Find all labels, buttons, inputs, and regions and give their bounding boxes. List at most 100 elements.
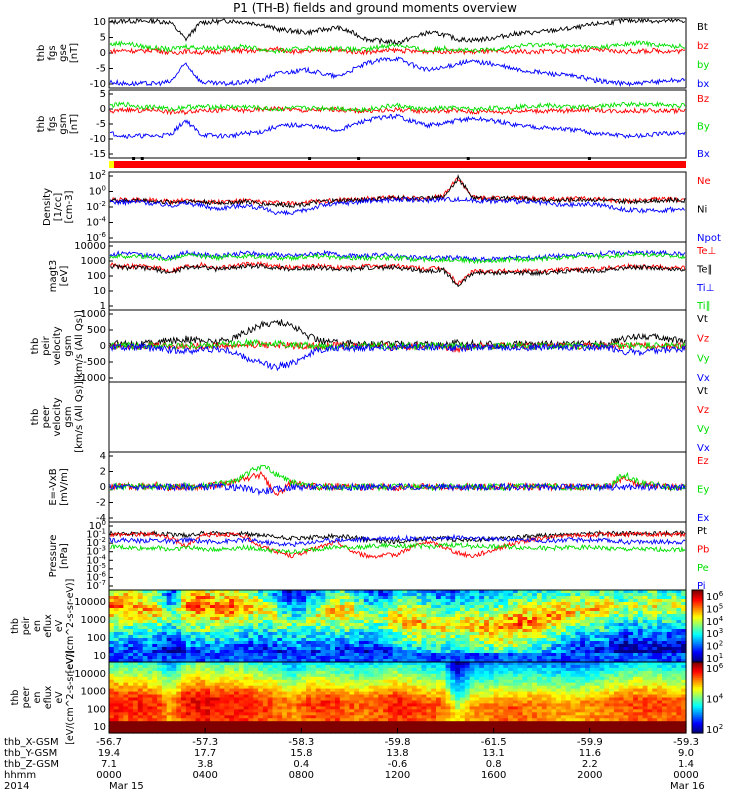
spectrogram-cell — [575, 632, 581, 636]
spectrogram-cell — [157, 703, 163, 707]
spectrogram-cell — [580, 620, 586, 624]
spectrogram-cell — [464, 620, 471, 624]
spectrogram-cell — [368, 656, 375, 660]
spectrogram-cell — [570, 632, 576, 636]
spectrogram-cell — [234, 721, 240, 725]
spectrogram-cell — [517, 641, 524, 645]
spectrogram-cell — [671, 626, 677, 630]
spectrogram-cell — [301, 724, 307, 728]
spectrogram-cell — [267, 662, 274, 666]
colorbar-cell — [692, 617, 703, 620]
spectrogram-cell — [224, 599, 230, 603]
spectrogram-cell — [335, 662, 341, 666]
spectrogram-cell — [431, 647, 437, 651]
spectrogram-cell — [133, 688, 139, 693]
spectrogram-cell — [647, 635, 653, 639]
spectrogram-cell — [440, 632, 447, 636]
spectrogram-cell — [527, 641, 533, 645]
spectrogram-cell — [484, 662, 490, 666]
spectrogram-cell — [402, 676, 408, 681]
spectrogram-cell — [397, 712, 403, 716]
spectrogram-cell — [522, 599, 528, 603]
spectrogram-cell — [291, 662, 298, 666]
spectrogram-cell — [195, 706, 201, 710]
spectrogram-cell — [286, 647, 293, 651]
spectrogram-cell — [109, 721, 115, 725]
spectrogram-cell — [282, 718, 288, 722]
spectrogram-cell — [253, 730, 259, 734]
spectrogram-cell — [315, 706, 322, 710]
spectrogram-cell — [570, 614, 576, 618]
spectrogram-cell — [161, 715, 168, 719]
spectrogram-cell — [147, 662, 153, 666]
spectrogram-cell — [253, 673, 259, 678]
colorbar-cell — [692, 644, 703, 647]
spectrogram-cell — [589, 641, 596, 645]
spectrogram-cell — [599, 590, 605, 594]
spectrogram-cell — [354, 596, 360, 600]
spectrogram-cell — [378, 721, 384, 725]
spectrogram-cell — [243, 599, 249, 603]
colorbar-cell — [692, 645, 703, 649]
spectrogram-cell — [402, 697, 408, 702]
spectrogram-cell — [378, 659, 384, 663]
spectrogram-cell — [214, 611, 221, 615]
spectrogram-cell — [594, 590, 600, 594]
spectrogram-cell — [676, 623, 682, 627]
spectrogram-cell — [445, 697, 451, 702]
spectrogram-cell — [267, 670, 274, 675]
spectrogram-cell — [262, 697, 269, 702]
y-axis-label: en — [32, 620, 43, 632]
spectrogram-cell — [185, 599, 192, 603]
y-axis-label: [cm-3] — [64, 190, 75, 223]
spectrogram-cell — [166, 670, 173, 675]
spectrogram-cell — [349, 647, 355, 651]
spectrogram-cell — [416, 614, 423, 618]
spectrogram-cell — [181, 667, 187, 672]
spectrogram-cell — [320, 682, 326, 687]
spectrogram-cell — [282, 644, 288, 648]
spectrogram-cell — [214, 685, 221, 690]
spectrogram-cell — [431, 679, 437, 684]
spectrogram-cell — [551, 614, 557, 618]
spectrogram-cell — [262, 727, 269, 731]
spectrogram-cell — [421, 611, 427, 615]
spectrogram-cell — [185, 659, 192, 663]
spectrogram-cell — [585, 596, 591, 600]
spectrogram-cell — [637, 608, 644, 612]
spectrogram-cell — [157, 667, 163, 672]
spectrogram-cell — [431, 605, 437, 609]
spectrogram-cell — [152, 730, 158, 734]
spectrogram-cell — [210, 670, 216, 675]
spectrogram-cell — [272, 644, 278, 648]
spectrogram-cell — [681, 626, 687, 630]
spectrogram-cell — [200, 590, 206, 594]
spectrogram-cell — [383, 676, 389, 681]
spectrogram-cell — [219, 632, 225, 636]
spectrogram-cell — [599, 626, 605, 630]
spectrogram-cell — [291, 700, 298, 705]
spectrogram-cell — [633, 632, 639, 636]
spectrogram-cell — [210, 605, 216, 609]
spectrogram-cell — [109, 623, 115, 627]
spectrogram-cell — [368, 593, 375, 597]
spectrogram-cell — [142, 662, 149, 666]
spectrogram-cell — [181, 596, 187, 600]
spectrogram-cell — [445, 614, 451, 618]
spectrogram-cell — [267, 635, 274, 639]
spectrogram-cell — [556, 608, 562, 612]
spectrogram-cell — [407, 676, 413, 681]
spectrogram-cell — [234, 653, 240, 657]
spectrogram-cell — [133, 676, 139, 681]
spectrogram-cell — [205, 638, 211, 642]
spectrogram-cell — [589, 623, 596, 627]
spectrogram-cell — [392, 703, 399, 707]
spectrogram-cell — [349, 688, 355, 693]
spectrogram-cell — [445, 670, 451, 675]
spectrogram-cell — [238, 679, 245, 684]
spectrogram-cell — [493, 602, 500, 606]
spectrogram-cell — [262, 620, 269, 624]
spectrogram-cell — [258, 659, 264, 663]
spectrogram-cell — [238, 632, 245, 636]
spectrogram-cell — [363, 599, 370, 603]
